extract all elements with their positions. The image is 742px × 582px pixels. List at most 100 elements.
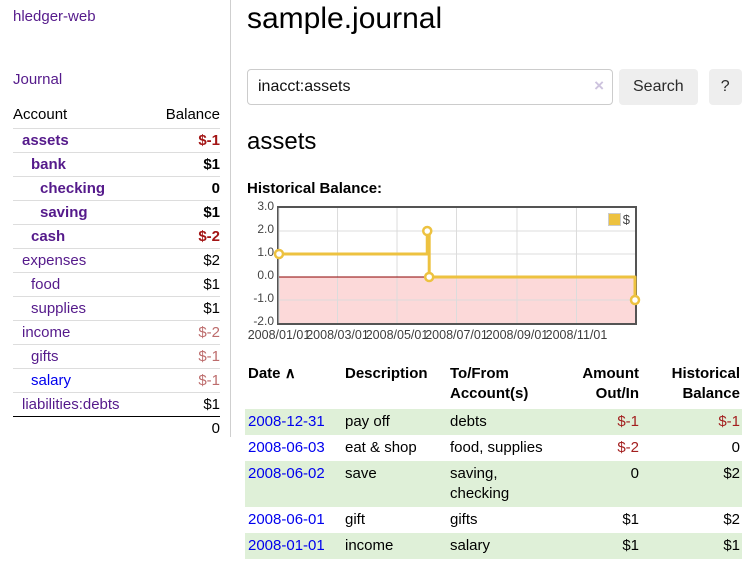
y-axis-tick-label: 1.0: [257, 245, 274, 259]
accounts-table: Account Balance assets $-1 bank $1 checking 0…: [13, 103, 220, 441]
data-point-marker: [273, 248, 285, 260]
sidebar-account-bank[interactable]: bank: [31, 155, 67, 173]
register-row: 2008-12-31 pay off debts $-1 $-1: [245, 409, 742, 435]
legend-label: $: [622, 212, 630, 227]
data-point-marker: [422, 225, 433, 237]
account-balance: $1: [203, 275, 220, 293]
transaction-balance: $-1: [718, 413, 740, 430]
transaction-accounts: food, supplies: [450, 439, 543, 456]
sidebar-account-saving[interactable]: saving: [40, 203, 88, 221]
accounts-header-balance: Balance: [165, 106, 220, 123]
legend-swatch: [607, 213, 621, 226]
transaction-date-link[interactable]: 2008-06-01: [248, 511, 325, 528]
account-balance: $-2: [198, 323, 220, 341]
account-row: assets $-1: [13, 128, 220, 153]
transaction-date-link[interactable]: 2008-06-02: [248, 465, 325, 482]
chart-legend: $: [607, 212, 630, 227]
account-row: expenses $2: [13, 248, 220, 273]
account-heading: assets: [247, 128, 317, 155]
help-button[interactable]: ?: [708, 69, 742, 105]
register-header-row: Date ∧ Description To/From Account(s) Am…: [245, 362, 742, 409]
date-header-label: Date: [248, 365, 281, 382]
account-balance: $-2: [198, 227, 220, 245]
register-header-date[interactable]: Date ∧: [245, 362, 342, 409]
account-balance: $-1: [198, 347, 220, 365]
transaction-description: income: [345, 537, 394, 554]
account-balance: $1: [203, 203, 220, 221]
transaction-balance: $2: [723, 511, 740, 528]
sidebar-account-checking[interactable]: checking: [40, 179, 106, 197]
sidebar-account-expenses[interactable]: expenses: [22, 251, 87, 269]
account-balance: $1: [203, 395, 220, 413]
sidebar-account-food[interactable]: food: [31, 275, 61, 293]
x-axis-tick-label: 2008/09/01: [485, 328, 549, 342]
register-header-accounts: To/From Account(s): [450, 365, 529, 402]
register-row: 2008-06-03 eat & shop food, supplies $-2 0: [245, 435, 742, 461]
sidebar-account-cash[interactable]: cash: [31, 227, 66, 245]
transaction-accounts: debts: [450, 413, 487, 430]
sidebar-account-assets[interactable]: assets: [22, 131, 69, 149]
sidebar-account-supplies[interactable]: supplies: [31, 299, 87, 317]
y-axis-tick-label: -2.0: [253, 314, 274, 328]
y-axis-tick-label: 2.0: [257, 222, 274, 236]
sort-ascending-icon: ∧: [284, 365, 296, 382]
transaction-balance: $1: [723, 537, 740, 554]
transaction-balance: $2: [723, 465, 740, 482]
search-box: ×: [247, 69, 613, 105]
account-row: supplies $1: [13, 296, 220, 321]
sidebar-account-salary[interactable]: salary: [31, 371, 72, 389]
sidebar: hledger-web Journal Account Balance asse…: [0, 0, 231, 437]
transaction-accounts: salary: [450, 537, 491, 554]
transaction-description: save: [345, 465, 377, 482]
accounts-total-balance: 0: [211, 419, 220, 437]
sidebar-account-liabilities-debts[interactable]: liabilities:debts: [22, 395, 120, 413]
x-axis-tick-label: 2008/07/01: [425, 328, 488, 342]
x-axis-tick-label: 2008/01/01: [247, 328, 311, 342]
y-axis-tick-label: 0.0: [257, 268, 274, 282]
transaction-amount: 0: [630, 465, 639, 482]
x-axis-tick-label: 2008/11/01: [545, 328, 608, 342]
transaction-balance: 0: [731, 439, 740, 456]
register-header-balance: Historical Balance: [671, 365, 740, 402]
historical-balance-chart: $ 3.0 2.0 1.0 0.0 -1.0 -2.0 2008/01/01 2008/03/…: [248, 198, 658, 348]
transaction-date-link[interactable]: 2008-06-03: [248, 439, 325, 456]
account-balance: $2: [203, 251, 220, 269]
transaction-description: eat & shop: [345, 439, 417, 456]
x-axis-tick-label: 2008/03/01: [306, 328, 369, 342]
chart-canvas: [273, 208, 641, 323]
register-row: 2008-06-02 save saving, checking 0 $2: [245, 461, 742, 507]
account-row: saving $1: [13, 200, 220, 225]
accounts-header-row: Account Balance: [13, 103, 220, 129]
accounts-total-row: 0: [13, 416, 220, 441]
search-input[interactable]: [247, 69, 613, 105]
transaction-amount: $1: [622, 511, 639, 528]
search-button[interactable]: Search: [619, 69, 698, 105]
y-axis-tick-label: 3.0: [257, 199, 274, 213]
transaction-date-link[interactable]: 2008-01-01: [248, 537, 325, 554]
account-row: gifts $-1: [13, 344, 220, 369]
sidebar-account-income[interactable]: income: [22, 323, 71, 341]
account-balance: $-1: [198, 131, 220, 149]
clear-search-icon[interactable]: ×: [594, 76, 604, 95]
register-table: Date ∧ Description To/From Account(s) Am…: [245, 362, 742, 559]
register-row: 2008-01-01 income salary $1 $1: [245, 533, 742, 559]
transaction-accounts: gifts: [450, 511, 478, 528]
account-row: income $-2: [13, 320, 220, 345]
transaction-amount: $-1: [617, 413, 639, 430]
account-row: salary $-1: [13, 368, 220, 393]
y-axis-tick-label: -1.0: [253, 291, 274, 305]
search-form: × Search ?: [247, 69, 742, 105]
register-header-amount: Amount Out/In: [582, 365, 639, 402]
chart-plot-area[interactable]: $: [273, 206, 641, 325]
sidebar-item-journal[interactable]: Journal: [13, 71, 63, 88]
register-row: 2008-06-01 gift gifts $1 $2: [245, 507, 742, 533]
account-balance: $1: [203, 299, 220, 317]
data-point-marker: [423, 271, 435, 283]
sidebar-account-gifts[interactable]: gifts: [31, 347, 59, 365]
transaction-description: pay off: [345, 413, 390, 430]
account-balance: $1: [203, 155, 220, 173]
transaction-date-link[interactable]: 2008-12-31: [248, 413, 325, 430]
transaction-accounts: saving, checking: [450, 465, 510, 502]
brand-link[interactable]: hledger-web: [13, 8, 96, 25]
register-header-description: Description: [345, 365, 428, 382]
